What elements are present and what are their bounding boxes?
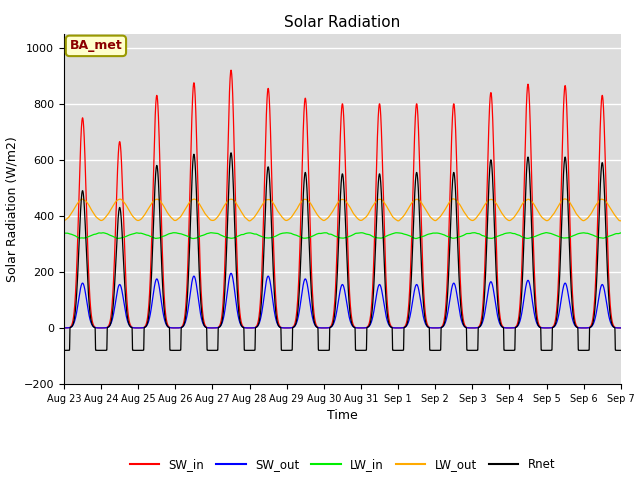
- Y-axis label: Solar Radiation (W/m2): Solar Radiation (W/m2): [5, 136, 18, 282]
- Line: LW_in: LW_in: [64, 233, 621, 239]
- SW_out: [324, 325, 332, 331]
- Rnet: [60, 348, 68, 353]
- Rnet: [97, 348, 105, 353]
- LW_out: [587, 211, 595, 217]
- LW_in: [587, 231, 595, 237]
- LW_in: [250, 230, 257, 236]
- Rnet: [250, 348, 257, 353]
- Line: LW_out: LW_out: [64, 199, 621, 221]
- SW_in: [227, 67, 235, 73]
- Title: Solar Radiation: Solar Radiation: [284, 15, 401, 30]
- X-axis label: Time: Time: [327, 409, 358, 422]
- LW_out: [594, 200, 602, 206]
- LW_in: [412, 236, 420, 241]
- LW_in: [431, 230, 439, 236]
- SW_in: [483, 197, 491, 203]
- Rnet: [467, 348, 475, 353]
- Line: SW_out: SW_out: [64, 273, 621, 328]
- SW_out: [587, 324, 595, 330]
- LW_in: [617, 230, 625, 236]
- Line: SW_in: SW_in: [64, 70, 621, 328]
- SW_in: [97, 325, 105, 331]
- Rnet: [587, 324, 595, 330]
- SW_in: [250, 325, 257, 331]
- LW_out: [617, 217, 625, 223]
- Text: BA_met: BA_met: [70, 39, 122, 52]
- SW_out: [483, 298, 490, 303]
- SW_out: [60, 325, 68, 331]
- SW_out: [227, 270, 235, 276]
- Rnet: [227, 150, 235, 156]
- LW_in: [483, 235, 491, 240]
- SW_out: [593, 304, 601, 310]
- SW_out: [617, 325, 625, 331]
- Rnet: [324, 348, 332, 353]
- Line: Rnet: Rnet: [64, 153, 621, 350]
- SW_in: [594, 224, 602, 230]
- LW_out: [60, 218, 68, 224]
- Rnet: [617, 348, 625, 353]
- SW_in: [467, 325, 475, 331]
- SW_out: [250, 325, 257, 331]
- Legend: SW_in, SW_out, LW_in, LW_out, Rnet: SW_in, SW_out, LW_in, LW_out, Rnet: [125, 454, 560, 476]
- LW_out: [483, 199, 490, 205]
- LW_out: [543, 218, 550, 224]
- SW_in: [60, 325, 68, 331]
- LW_out: [79, 196, 87, 202]
- LW_in: [467, 230, 475, 236]
- LW_out: [324, 216, 332, 221]
- LW_in: [594, 234, 602, 240]
- Rnet: [594, 259, 602, 265]
- SW_in: [617, 325, 625, 331]
- Rnet: [483, 240, 491, 245]
- LW_out: [250, 215, 257, 221]
- SW_in: [324, 325, 332, 331]
- SW_out: [467, 325, 475, 331]
- SW_in: [587, 324, 595, 329]
- LW_in: [324, 230, 332, 236]
- LW_in: [60, 230, 68, 236]
- LW_out: [467, 217, 475, 223]
